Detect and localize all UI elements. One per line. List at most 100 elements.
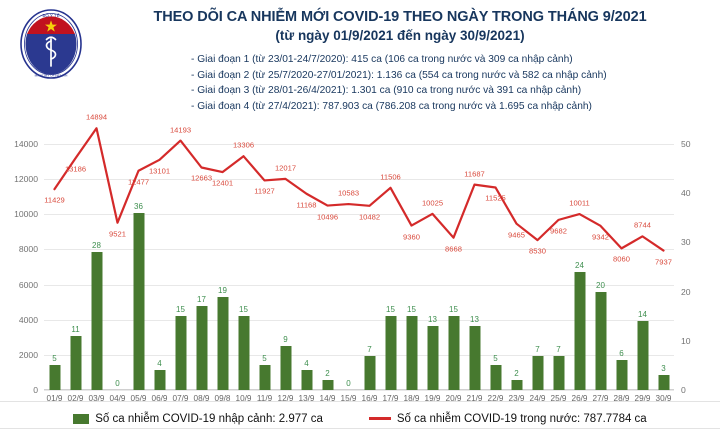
x-axis-tick-label: 01/9 [46,394,63,403]
x-axis-tick-label: 29/9 [634,394,651,403]
bar [658,375,669,390]
bar [490,365,501,390]
bar-series [44,122,674,390]
bar-value-label: 13 [470,315,479,325]
svg-text:BỘ Y TẾ: BỘ Y TẾ [42,13,59,18]
y-axis-left-tick-label: 6000 [18,279,38,290]
y-axis-left-tick-label: 2000 [18,349,38,360]
x-axis-tick-label: 14/9 [319,394,336,403]
line-value-label: 11429 [44,195,65,205]
y-axis-right-tick-label: 0 [681,385,686,395]
x-axis-tick-label: 15/9 [340,394,357,403]
bar [301,370,312,390]
gridline [44,354,674,356]
line-value-label: 11525 [485,193,506,203]
line-value-label: 12663 [190,173,213,183]
line-value-label: 12017 [274,163,297,173]
bar-value-label: 0 [346,379,351,388]
line-value-label: 13306 [232,140,255,150]
line-value-label: 11506 [380,172,401,182]
x-axis-tick-label: 16/9 [361,394,378,403]
y-axis-right-tick-label: 10 [681,335,691,346]
chart-legend: Số ca nhiễm COVID-19 nhập cảnh: 2.977 ca… [0,408,720,429]
legend-item-domestic: Số ca nhiễm COVID-19 trong nước: 787.778… [368,412,647,425]
chart-area: 5 11 28 0 36 4 15 17 19 15 5 9 4 2 0 7 15 15 13 15 13 5 2 7 7 24 2… [0,113,720,429]
bar-value-label: 15 [176,305,185,315]
bar-value-label: 17 [197,295,206,305]
legend-label-domestic: Số ca nhiễm COVID-19 trong nước: 787.778… [396,412,647,425]
line-data-labels: 11429 13186 14894 9521 12477 13101 14193 12663 1… [44,113,674,390]
line-value-label: 10482 [358,212,381,222]
bar-value-label: 6 [619,349,624,359]
chart-header: BỘ Y TẾ MINISTRY OF HEALTH THEO DÕI CA N… [0,0,720,118]
phase-note-3: - Giai đoạn 3 (từ 28/01-26/4/2021): 1.30… [191,85,582,96]
bar [280,345,291,390]
page-title: THEO DÕI CA NHIỄM MỚI COVID-19 THEO NGÀY… [153,9,647,25]
line-value-label: 7937 [655,257,672,267]
x-axis-tick-label: 26/9 [571,394,588,403]
gridline [44,390,674,391]
x-axis-tick-label: 19/9 [424,394,441,403]
y-axis-left-tick-label: 12000 [14,174,38,185]
bar [175,316,186,390]
y-axis-left-tick-label: 0 [33,385,38,395]
bar-value-label: 15 [386,305,395,315]
line-value-label: 10496 [316,212,339,222]
bar [406,316,417,390]
x-axis-tick-label: 17/9 [382,394,399,403]
y-axis-right-tick-label: 40 [681,188,691,199]
x-axis-tick-label: 18/9 [403,394,420,403]
bar [427,326,438,390]
phase-notes: - Giai đoạn 1 (từ 23/01-24/7/2020): 415 … [95,52,710,114]
bar-value-label: 14 [638,310,647,320]
bar-value-label: 2 [325,369,330,379]
x-axis-tick-label: 03/9 [88,394,105,403]
line-value-label: 8744 [634,220,651,230]
bar-value-label: 4 [304,359,309,369]
bar [322,380,333,390]
bar-value-label: 7 [367,344,372,354]
x-axis-tick-label: 02/9 [67,394,84,403]
bar-value-label: 5 [52,354,57,364]
bar [154,370,165,390]
bar-value-label: 19 [218,285,227,295]
bar [532,355,543,390]
line-value-label: 10583 [337,188,360,198]
y-axis-right-tick-label: 50 [681,139,691,149]
x-axis-tick-label: 21/9 [466,394,483,403]
line-value-label: 11168 [296,200,317,210]
y-axis-right-tick-label: 20 [681,286,691,297]
line-value-label: 8530 [529,246,546,256]
line-value-label: 10025 [421,198,444,208]
bar-value-label: 15 [449,305,458,315]
bar [511,380,522,390]
x-axis-tick-label: 04/9 [109,394,126,403]
x-axis-tick-label: 09/8 [214,394,231,403]
bar [469,326,480,390]
x-axis-tick-label: 06/9 [151,394,168,403]
legend-divider-top [0,401,720,402]
y-axis-left-tick-label: 8000 [18,244,38,255]
bar-value-label: 20 [596,280,605,290]
legend-line-swatch-icon [368,417,391,420]
x-axis-baseline [44,389,674,390]
bar-value-label: 3 [661,364,666,374]
x-axis-tick-label: 13/9 [298,394,315,403]
legend-bar-swatch-icon [73,413,90,424]
bar-value-label: 4 [157,359,162,369]
phase-note-4: - Giai đoạn 4 (từ 27/4/2021): 787.903 ca… [191,100,592,112]
bar-value-label: 7 [535,344,540,354]
bar-value-label: 5 [493,354,498,364]
line-value-label: 9342 [592,232,609,242]
bar [196,306,207,390]
bar-value-label: 36 [134,201,143,211]
bar [70,335,81,390]
line-value-label: 11927 [254,186,275,196]
bar-value-label: 13 [428,315,437,325]
bar-value-label: 2 [514,369,519,379]
x-axis-tick-label: 08/9 [193,394,210,403]
bar [616,360,627,390]
line-value-label: 14193 [169,125,192,135]
bar-value-label: 15 [407,305,416,315]
line-value-label: 9682 [550,226,567,236]
